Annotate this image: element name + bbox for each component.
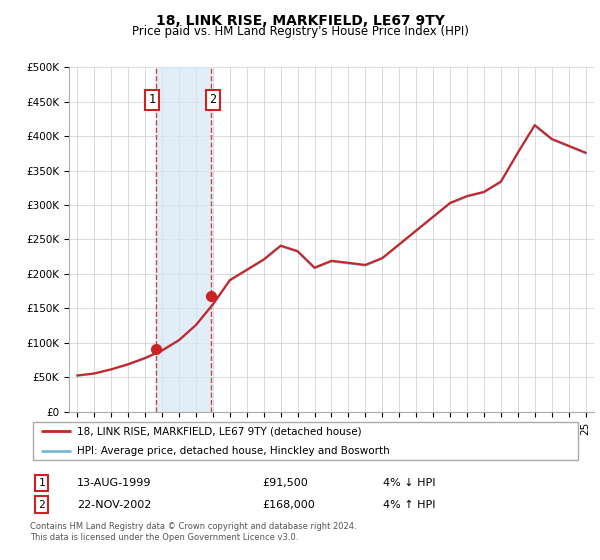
Text: 1: 1 xyxy=(38,478,45,488)
FancyBboxPatch shape xyxy=(33,422,578,460)
Text: 13-AUG-1999: 13-AUG-1999 xyxy=(77,478,151,488)
Text: 22-NOV-2002: 22-NOV-2002 xyxy=(77,500,151,510)
Text: Contains HM Land Registry data © Crown copyright and database right 2024.
This d: Contains HM Land Registry data © Crown c… xyxy=(30,522,356,542)
Text: 1: 1 xyxy=(149,93,156,106)
Text: £168,000: £168,000 xyxy=(262,500,314,510)
Text: 2: 2 xyxy=(209,93,217,106)
Text: HPI: Average price, detached house, Hinckley and Bosworth: HPI: Average price, detached house, Hinc… xyxy=(77,446,389,456)
Text: 4% ↑ HPI: 4% ↑ HPI xyxy=(383,500,436,510)
Text: £91,500: £91,500 xyxy=(262,478,308,488)
Text: 18, LINK RISE, MARKFIELD, LE67 9TY: 18, LINK RISE, MARKFIELD, LE67 9TY xyxy=(155,14,445,28)
Text: 4% ↓ HPI: 4% ↓ HPI xyxy=(383,478,436,488)
Text: 2: 2 xyxy=(38,500,45,510)
Text: Price paid vs. HM Land Registry's House Price Index (HPI): Price paid vs. HM Land Registry's House … xyxy=(131,25,469,38)
Bar xyxy=(155,67,211,412)
Text: 18, LINK RISE, MARKFIELD, LE67 9TY (detached house): 18, LINK RISE, MARKFIELD, LE67 9TY (deta… xyxy=(77,426,362,436)
